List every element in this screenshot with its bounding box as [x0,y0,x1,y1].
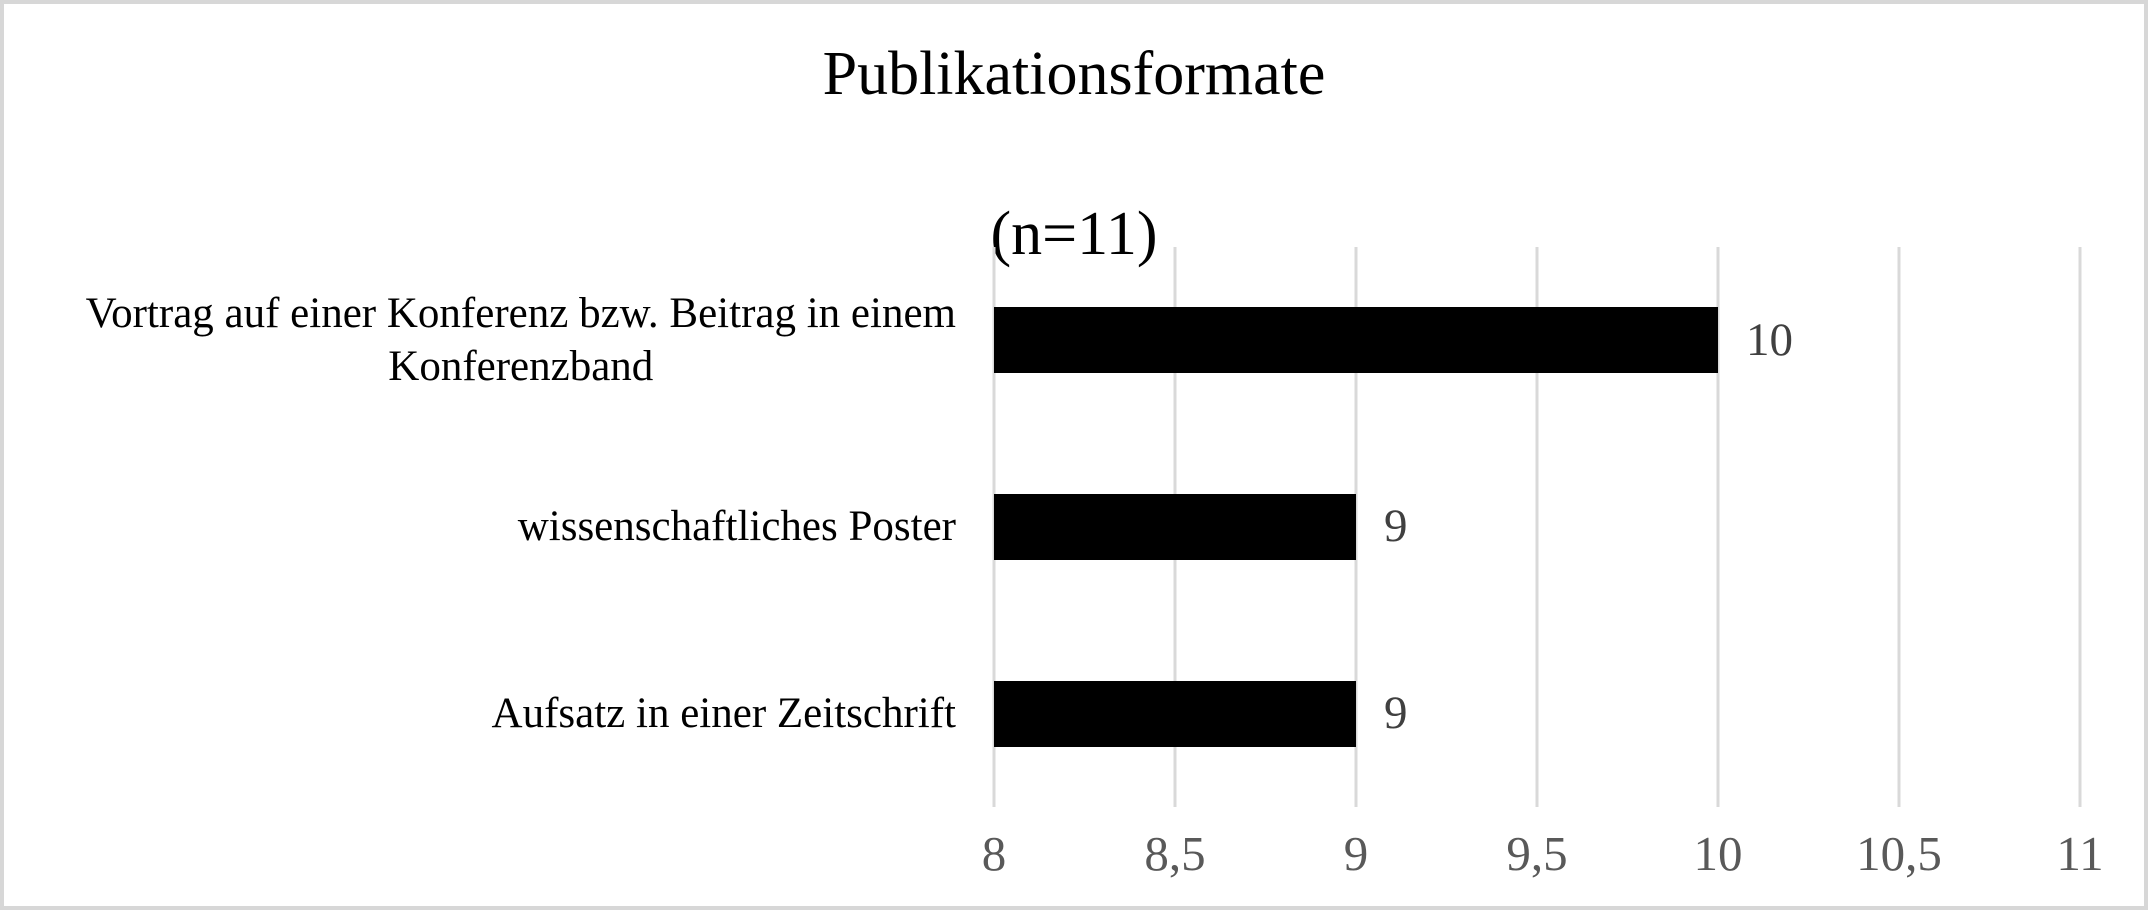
bar [994,493,1356,560]
category-label: wissenschaftliches Poster [517,503,956,551]
data-label: 9 [1384,500,1408,553]
gridline [2078,247,2082,807]
x-tick-label: 8 [981,826,1007,881]
x-tick-label: 9 [1343,826,1369,881]
chart-title-line1: Publikationsformate [822,40,1326,108]
chart-title: Publikationsformate (n=11) [4,34,2144,274]
data-label: 10 [1746,313,1793,366]
category-label: Vortrag auf einer Konferenz bzw. Beitrag… [85,290,956,391]
gridline [1535,247,1539,807]
x-tick-label: 10 [1693,826,1743,881]
category-label: Aufsatz in einer Zeitschrift [491,690,956,738]
bar-row: 10 [994,247,2080,434]
gridline [1716,247,1720,807]
gridline [1897,247,1901,807]
x-tick-label: 8,5 [1144,826,1206,881]
plot-area: 10 9 9 [992,247,2082,807]
data-label: 9 [1384,687,1408,740]
bar [994,680,1356,747]
bar-row: 9 [994,434,2080,621]
chart-title-line2: (n=11) [990,200,1158,268]
category-axis: Vortrag auf einer Konferenz bzw. Beitrag… [8,247,956,807]
x-tick-label: 11 [2056,826,2104,881]
x-axis: 8 8,5 9 9,5 10 10,5 11 [982,807,2104,897]
x-tick-label: 10,5 [1856,826,1942,881]
gridline [1354,247,1358,807]
bar [994,307,1718,374]
bar-row: 9 [994,620,2080,807]
x-tick-label: 9,5 [1506,826,1568,881]
